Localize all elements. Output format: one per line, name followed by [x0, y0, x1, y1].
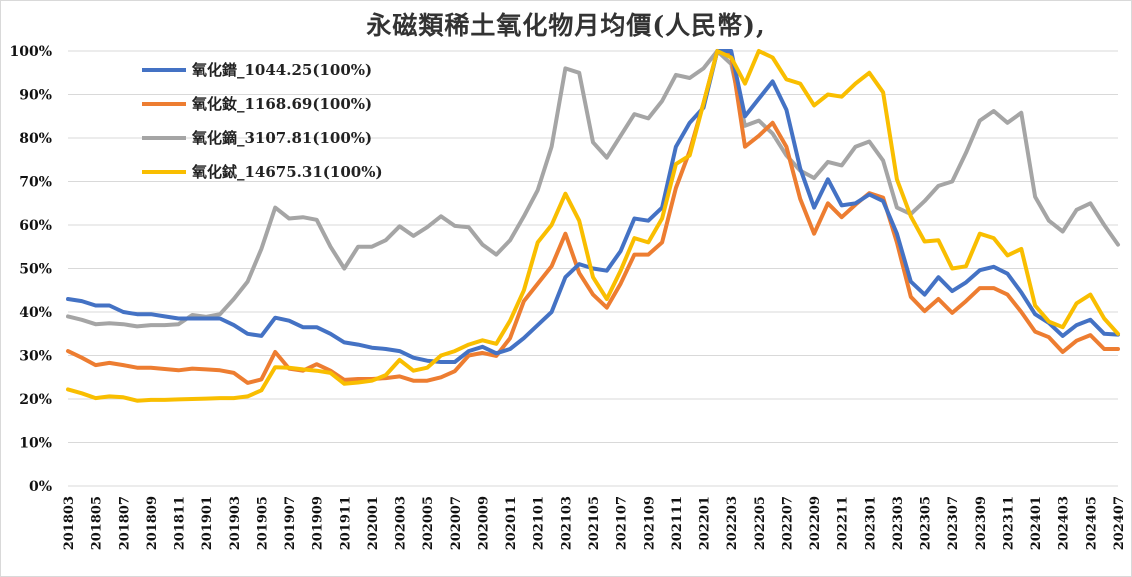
y-tick-label: 0% [29, 479, 52, 495]
x-axis-ticks: 201803 201805 201807 201809 201811 201901 2019… [62, 496, 1127, 550]
x-tick-label: 202007 [449, 496, 464, 550]
y-tick-label: 100% [9, 44, 52, 60]
x-tick-label: 202311 [1001, 496, 1016, 550]
series-line-0 [66, 49, 1120, 364]
x-tick-label: 202111 [670, 496, 685, 550]
x-tick-label: 202003 [394, 496, 409, 550]
x-tick-label: 202109 [642, 496, 657, 550]
x-tick-label: 201811 [173, 496, 188, 550]
series-line-2 [66, 49, 1120, 329]
x-tick-label: 201903 [228, 496, 243, 550]
series-line-1 [66, 49, 1120, 385]
x-tick-label: 202305 [919, 496, 934, 550]
x-tick-label: 202407 [1112, 496, 1127, 550]
y-tick-label: 70% [19, 175, 52, 191]
x-tick-label: 202101 [532, 496, 547, 550]
x-tick-label: 202405 [1084, 496, 1099, 550]
x-tick-label: 202005 [421, 496, 436, 550]
x-tick-label: 202009 [476, 496, 491, 550]
x-tick-label: 201807 [117, 496, 132, 550]
y-axis-ticks: 0% 10% 20% 30% 40% 50% 60% 70% 80% 90% 100% [9, 44, 52, 495]
x-tick-label: 202103 [559, 496, 574, 550]
x-tick-label: 201911 [338, 496, 353, 550]
y-tick-label: 50% [19, 262, 52, 278]
x-tick-label: 202401 [1029, 496, 1044, 550]
x-tick-label: 201907 [283, 496, 298, 550]
series-line-3 [66, 49, 1120, 403]
legend-label: 氧化鋱_14675.31(100%) [191, 163, 383, 181]
y-tick-label: 60% [19, 218, 52, 234]
x-tick-label: 202211 [836, 496, 851, 550]
x-tick-label: 201909 [311, 496, 326, 550]
x-tick-label: 202105 [587, 496, 602, 550]
x-tick-label: 201905 [255, 496, 270, 550]
x-tick-label: 202011 [504, 496, 519, 550]
x-tick-label: 202205 [753, 496, 768, 550]
x-tick-label: 201805 [90, 496, 105, 550]
y-tick-label: 80% [19, 131, 52, 147]
y-tick-label: 30% [19, 349, 52, 365]
x-tick-label: 202201 [698, 496, 713, 550]
series-lines [66, 49, 1120, 403]
legend-label: 氧化鐠_1044.25(100%) [191, 61, 372, 79]
x-tick-label: 201809 [145, 496, 160, 550]
x-tick-label: 202209 [808, 496, 823, 550]
x-tick-label: 202207 [780, 496, 795, 550]
legend-label: 氧化釹_1168.69(100%) [191, 95, 372, 113]
y-tick-label: 40% [19, 305, 52, 321]
x-tick-label: 202403 [1057, 496, 1072, 550]
x-tick-label: 202203 [725, 496, 740, 550]
x-tick-label: 202107 [615, 496, 630, 550]
chart-title: 永磁類稀土氧化物月均價(人民幣), [366, 11, 766, 40]
x-tick-label: 202303 [891, 496, 906, 550]
y-tick-label: 10% [19, 436, 52, 452]
x-tick-label: 201901 [200, 496, 215, 550]
x-tick-label: 202307 [946, 496, 961, 550]
y-tick-label: 20% [19, 392, 52, 408]
x-tick-label: 201803 [62, 496, 77, 550]
legend-label: 氧化鏑_3107.81(100%) [191, 129, 372, 147]
x-tick-label: 202001 [366, 496, 381, 550]
x-tick-label: 202309 [974, 496, 989, 550]
x-tick-label: 202301 [863, 496, 878, 550]
legend: 氧化鐠_1044.25(100%) 氧化釹_1168.69(100%) 氧化鏑_31… [142, 61, 383, 181]
y-tick-label: 90% [19, 88, 52, 104]
